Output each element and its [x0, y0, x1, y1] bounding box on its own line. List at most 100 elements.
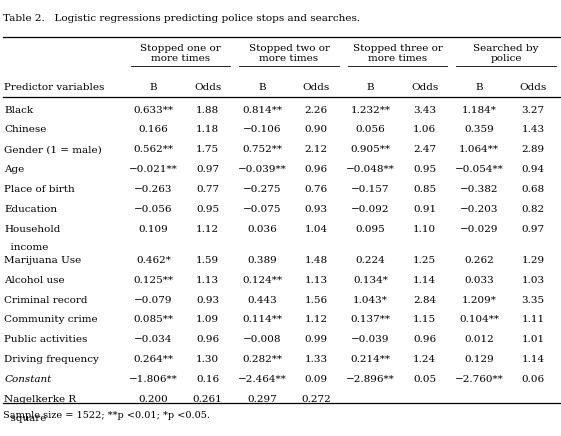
- Text: 0.82: 0.82: [522, 204, 545, 214]
- Text: 0.085**: 0.085**: [134, 315, 173, 324]
- Text: Table 2.   Logistic regressions predicting police stops and searches.: Table 2. Logistic regressions predicting…: [3, 14, 360, 23]
- Text: income: income: [4, 243, 49, 252]
- Text: 2.89: 2.89: [522, 145, 545, 154]
- Text: 0.129: 0.129: [464, 355, 494, 364]
- Text: 0.95: 0.95: [196, 204, 219, 214]
- Text: Nagelkerke R: Nagelkerke R: [4, 395, 77, 404]
- Text: 0.97: 0.97: [522, 225, 545, 234]
- Text: −0.079: −0.079: [134, 296, 173, 305]
- Text: 0.224: 0.224: [356, 256, 385, 265]
- Text: −0.075: −0.075: [243, 204, 281, 214]
- Text: 1.06: 1.06: [413, 126, 436, 134]
- Text: Stopped one or
more times: Stopped one or more times: [140, 44, 221, 63]
- Text: 0.77: 0.77: [196, 185, 219, 194]
- Text: 0.109: 0.109: [139, 225, 168, 234]
- Text: 0.297: 0.297: [247, 395, 277, 404]
- Text: 0.76: 0.76: [305, 185, 328, 194]
- Text: Sample size = 1522; **p <0.01; *p <0.05.: Sample size = 1522; **p <0.01; *p <0.05.: [3, 411, 210, 420]
- Text: 0.443: 0.443: [247, 296, 277, 305]
- Text: 0.012: 0.012: [464, 335, 494, 344]
- Text: −0.382: −0.382: [460, 185, 498, 194]
- Text: B: B: [150, 83, 157, 92]
- Text: 0.264**: 0.264**: [134, 355, 173, 364]
- Text: 2.47: 2.47: [413, 145, 436, 154]
- Text: 0.125**: 0.125**: [134, 276, 173, 285]
- Text: Community crime: Community crime: [4, 315, 98, 324]
- Text: 0.06: 0.06: [522, 375, 545, 384]
- Text: Constant: Constant: [4, 375, 52, 384]
- Text: Stopped three or
more times: Stopped three or more times: [353, 44, 443, 63]
- Text: Gender (1 = male): Gender (1 = male): [4, 145, 102, 154]
- Text: 1.15: 1.15: [413, 315, 436, 324]
- Text: Criminal record: Criminal record: [4, 296, 88, 305]
- Text: 0.262: 0.262: [464, 256, 494, 265]
- Text: 0.814**: 0.814**: [242, 106, 282, 115]
- Text: 2.26: 2.26: [305, 106, 328, 115]
- Text: 1.30: 1.30: [196, 355, 219, 364]
- Text: 2.12: 2.12: [305, 145, 328, 154]
- Text: Odds: Odds: [519, 83, 547, 92]
- Text: 1.33: 1.33: [305, 355, 328, 364]
- Text: 0.05: 0.05: [413, 375, 436, 384]
- Text: −0.029: −0.029: [460, 225, 498, 234]
- Text: 1.12: 1.12: [305, 315, 328, 324]
- Text: Public activities: Public activities: [4, 335, 88, 344]
- Text: 3.27: 3.27: [522, 106, 545, 115]
- Text: −2.760**: −2.760**: [454, 375, 503, 384]
- Text: 0.104**: 0.104**: [459, 315, 499, 324]
- Text: 0.114**: 0.114**: [242, 315, 282, 324]
- Text: −1.806**: −1.806**: [129, 375, 178, 384]
- Text: 0.124**: 0.124**: [242, 276, 282, 285]
- Text: 0.905**: 0.905**: [351, 145, 390, 154]
- Text: 0.036: 0.036: [247, 225, 277, 234]
- Text: 1.56: 1.56: [305, 296, 328, 305]
- Text: −0.056: −0.056: [134, 204, 173, 214]
- Text: 1.03: 1.03: [522, 276, 545, 285]
- Text: Odds: Odds: [194, 83, 221, 92]
- Text: −0.106: −0.106: [243, 126, 281, 134]
- Text: Odds: Odds: [302, 83, 330, 92]
- Text: 0.389: 0.389: [247, 256, 277, 265]
- Text: 3.35: 3.35: [522, 296, 545, 305]
- Text: 2.84: 2.84: [413, 296, 436, 305]
- Text: −0.039: −0.039: [351, 335, 390, 344]
- Text: Education: Education: [4, 204, 58, 214]
- Text: 1.75: 1.75: [196, 145, 219, 154]
- Text: 0.68: 0.68: [522, 185, 545, 194]
- Text: 1.25: 1.25: [413, 256, 436, 265]
- Text: −0.054**: −0.054**: [454, 165, 503, 174]
- Text: 1.13: 1.13: [305, 276, 328, 285]
- Text: 0.752**: 0.752**: [242, 145, 282, 154]
- Text: 0.261: 0.261: [193, 395, 223, 404]
- Text: 1.12: 1.12: [196, 225, 219, 234]
- Text: 0.16: 0.16: [196, 375, 219, 384]
- Text: 1.04: 1.04: [305, 225, 328, 234]
- Text: −0.008: −0.008: [243, 335, 281, 344]
- Text: Stopped two or
more times: Stopped two or more times: [249, 44, 329, 63]
- Text: 0.359: 0.359: [464, 126, 494, 134]
- Text: 0.633**: 0.633**: [134, 106, 173, 115]
- Text: 0.97: 0.97: [196, 165, 219, 174]
- Text: 0.85: 0.85: [413, 185, 436, 194]
- Text: 0.99: 0.99: [305, 335, 328, 344]
- Text: −2.464**: −2.464**: [237, 375, 286, 384]
- Text: 0.93: 0.93: [196, 296, 219, 305]
- Text: −0.021**: −0.021**: [129, 165, 178, 174]
- Text: 0.056: 0.056: [356, 126, 385, 134]
- Text: −2.896**: −2.896**: [346, 375, 395, 384]
- Text: 1.209*: 1.209*: [462, 296, 496, 305]
- Text: 1.24: 1.24: [413, 355, 436, 364]
- Text: Marijuana Use: Marijuana Use: [4, 256, 82, 265]
- Text: 0.166: 0.166: [139, 126, 168, 134]
- Text: 1.10: 1.10: [413, 225, 436, 234]
- Text: square: square: [4, 414, 47, 422]
- Text: 0.96: 0.96: [305, 165, 328, 174]
- Text: 0.94: 0.94: [522, 165, 545, 174]
- Text: −0.092: −0.092: [351, 204, 390, 214]
- Text: Alcohol use: Alcohol use: [4, 276, 65, 285]
- Text: 1.18: 1.18: [196, 126, 219, 134]
- Text: 0.462*: 0.462*: [136, 256, 171, 265]
- Text: 1.59: 1.59: [196, 256, 219, 265]
- Text: 0.033: 0.033: [464, 276, 494, 285]
- Text: 0.095: 0.095: [356, 225, 385, 234]
